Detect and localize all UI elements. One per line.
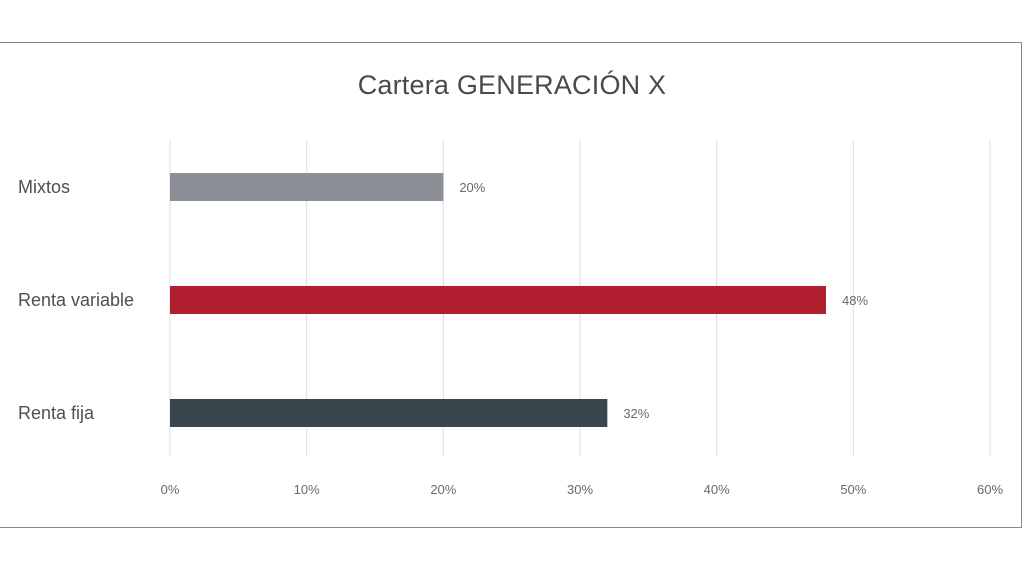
x-tick-label: 40% xyxy=(704,482,730,497)
data-label: 20% xyxy=(459,180,485,195)
data-label: 48% xyxy=(842,293,868,308)
category-label: Renta fija xyxy=(18,403,95,423)
x-tick-label: 10% xyxy=(294,482,320,497)
x-tick-label: 30% xyxy=(567,482,593,497)
bar-mixtos xyxy=(170,173,444,201)
category-label: Mixtos xyxy=(18,177,70,197)
x-tick-label: 0% xyxy=(161,482,180,497)
data-label: 32% xyxy=(623,406,649,421)
x-tick-label: 20% xyxy=(430,482,456,497)
chart-title: Cartera GENERACIÓN X xyxy=(357,70,667,100)
bars xyxy=(170,173,826,427)
labels: 0% 10% 20% 30% 40% 50% 60% Mixtos 20% Renta varia… xyxy=(18,177,1003,497)
bar-renta-variable xyxy=(170,286,826,314)
bar-renta-fija xyxy=(170,399,608,427)
category-label: Renta variable xyxy=(18,290,134,310)
x-tick-label: 50% xyxy=(840,482,866,497)
x-tick-label: 60% xyxy=(977,482,1003,497)
